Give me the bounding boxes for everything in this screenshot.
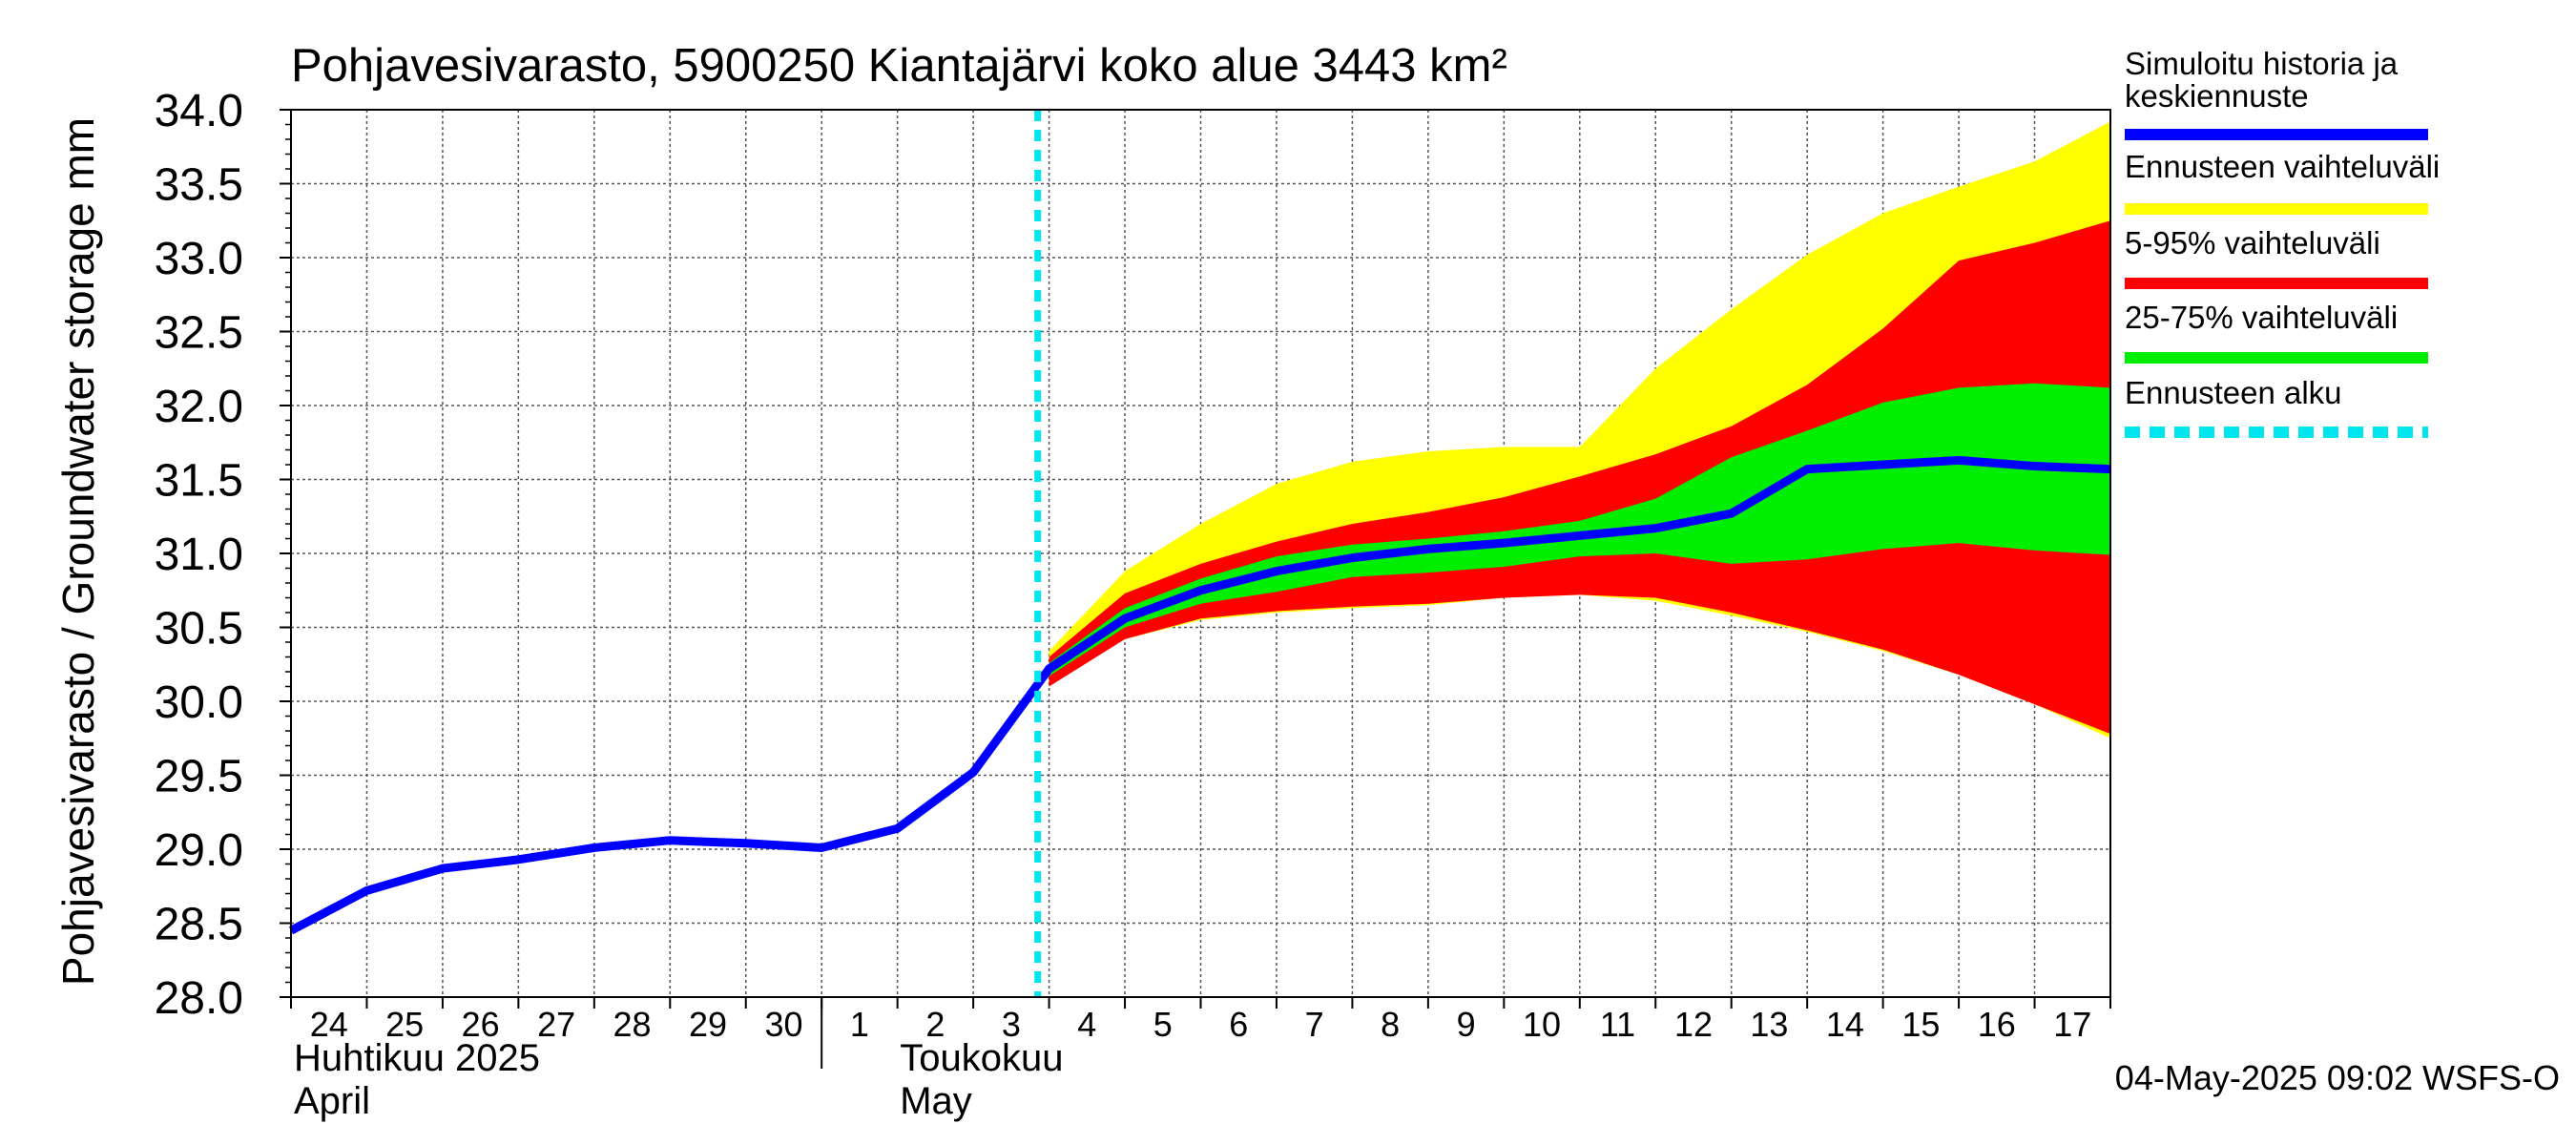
legend-label: 5-95% vaihteluväli: [2125, 225, 2380, 260]
x-day-label: 24: [310, 1005, 348, 1044]
chart-text: Pohjavesivarasto, 5900250 Kiantajärvi ko…: [53, 40, 2560, 1097]
y-tick-label: 29.5: [155, 752, 243, 802]
y-tick-label: 30.5: [155, 604, 243, 655]
y-tick-label: 28.0: [155, 973, 243, 1024]
y-axis-label: Pohjavesivarasto / Groundwater storage m…: [53, 117, 103, 986]
x-day-label: 25: [385, 1005, 424, 1044]
legend-label: Ennusteen vaihteluväli: [2125, 149, 2440, 184]
x-day-label: 14: [1826, 1005, 1864, 1044]
x-day-label: 11: [1600, 1005, 1635, 1044]
x-day-label: 7: [1305, 1005, 1324, 1044]
legend-label: Ennusteen alku: [2125, 375, 2342, 410]
y-tick-label: 28.5: [155, 900, 243, 950]
legend-label: 25-75% vaihteluväli: [2125, 300, 2398, 335]
x-day-label: 10: [1523, 1005, 1561, 1044]
band-25-75-vaihteluv-li: [1049, 383, 2110, 677]
band-5-95-vaihteluv-li: [1049, 220, 2110, 735]
chart-title: Pohjavesivarasto, 5900250 Kiantajärvi ko…: [291, 40, 1507, 92]
x-day-label: 2: [925, 1005, 945, 1044]
mean-line: [288, 455, 2111, 935]
legend-label: Simuloitu historia ja: [2125, 46, 2399, 81]
x-day-label: 3: [1002, 1005, 1021, 1044]
month-label-fi: Huhtikuu 2025: [294, 1037, 540, 1079]
x-day-label: 9: [1457, 1005, 1476, 1044]
plot-frame: [290, 109, 2111, 998]
x-day-label: 27: [537, 1005, 575, 1044]
x-day-label: 30: [764, 1005, 802, 1044]
x-day-label: 8: [1381, 1005, 1400, 1044]
legend-label: keskiennuste: [2125, 78, 2309, 114]
x-day-label: 17: [2053, 1005, 2091, 1044]
x-day-label: 12: [1674, 1005, 1713, 1044]
x-day-label: 4: [1077, 1005, 1096, 1044]
x-day-label: 15: [1901, 1005, 1940, 1044]
y-tick-label: 34.0: [155, 86, 243, 136]
y-tick-label: 30.0: [155, 677, 243, 728]
y-tick-label: 33.5: [155, 160, 243, 211]
y-tick-label: 33.0: [155, 234, 243, 284]
axes: 28.0 28.5 29.0 29.5 30.0 30.5 31.0 31.5 32.0 32.5…: [155, 86, 2111, 1122]
x-day-label: 6: [1229, 1005, 1248, 1044]
x-day-label: 29: [689, 1005, 727, 1044]
x-day-label: 26: [462, 1005, 500, 1044]
data-lines: [288, 110, 2111, 997]
y-tick-label: 31.0: [155, 530, 243, 580]
month-label-en: May: [900, 1080, 972, 1122]
y-tick-label: 32.5: [155, 308, 243, 359]
footer-timestamp: 04-May-2025 09:02 WSFS-O: [2115, 1058, 2560, 1097]
x-day-label: 1: [850, 1005, 869, 1044]
forecast-bands: [1049, 121, 2110, 739]
x-day-label: 28: [613, 1005, 652, 1044]
x-day-label: 13: [1750, 1005, 1788, 1044]
x-day-label: 16: [1978, 1005, 2016, 1044]
y-tick-label: 29.0: [155, 825, 243, 876]
x-day-label: 5: [1153, 1005, 1173, 1044]
month-label-en: April: [294, 1080, 370, 1122]
y-tick-label: 32.0: [155, 382, 243, 432]
month-label-fi: Toukokuu: [900, 1037, 1063, 1079]
y-tick-label: 31.5: [155, 456, 243, 507]
